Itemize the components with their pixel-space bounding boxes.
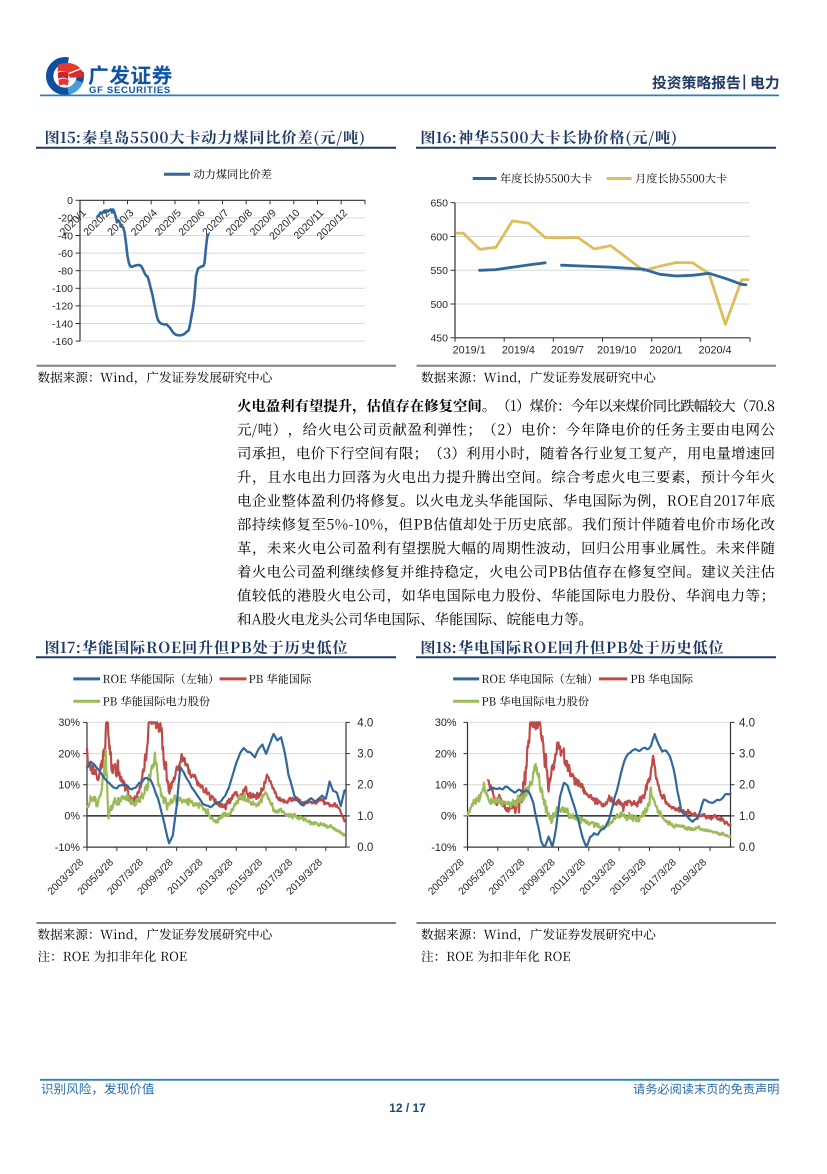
svg-text:-80: -80 bbox=[58, 266, 73, 278]
svg-text:500: 500 bbox=[430, 299, 448, 311]
svg-text:2019/10: 2019/10 bbox=[597, 344, 636, 356]
svg-text:600: 600 bbox=[430, 231, 448, 243]
svg-text:550: 550 bbox=[430, 265, 448, 277]
svg-text:2019/7: 2019/7 bbox=[551, 344, 584, 356]
svg-text:2019/4: 2019/4 bbox=[502, 344, 535, 356]
svg-text:0.0: 0.0 bbox=[739, 842, 755, 854]
svg-text:2.0: 2.0 bbox=[739, 780, 755, 792]
svg-text:-10%: -10% bbox=[55, 842, 81, 854]
svg-text:-120: -120 bbox=[52, 301, 73, 313]
svg-text:GF SECURITIES: GF SECURITIES bbox=[89, 85, 171, 96]
svg-text:-100: -100 bbox=[52, 283, 73, 295]
svg-text:-140: -140 bbox=[52, 318, 73, 330]
svg-text:450: 450 bbox=[430, 333, 448, 345]
svg-text:10%: 10% bbox=[58, 780, 80, 792]
svg-text:3.0: 3.0 bbox=[357, 749, 373, 761]
svg-text:1.0: 1.0 bbox=[739, 811, 755, 823]
svg-text:2.0: 2.0 bbox=[357, 780, 373, 792]
svg-text:12 / 17: 12 / 17 bbox=[389, 1101, 426, 1115]
svg-text:4.0: 4.0 bbox=[357, 717, 373, 729]
svg-text:650: 650 bbox=[430, 198, 448, 210]
svg-text:-20: -20 bbox=[58, 213, 73, 225]
svg-text:10%: 10% bbox=[435, 780, 457, 792]
svg-text:2019/1: 2019/1 bbox=[453, 344, 486, 356]
svg-text:0%: 0% bbox=[64, 811, 80, 823]
svg-text:-40: -40 bbox=[58, 230, 73, 242]
svg-text:30%: 30% bbox=[435, 717, 457, 729]
svg-text:4.0: 4.0 bbox=[739, 717, 755, 729]
svg-text:0%: 0% bbox=[441, 811, 457, 823]
svg-text:-10%: -10% bbox=[431, 842, 457, 854]
svg-text:1.0: 1.0 bbox=[357, 811, 373, 823]
svg-text:0: 0 bbox=[67, 195, 73, 207]
svg-text:0.0: 0.0 bbox=[357, 842, 373, 854]
svg-text:2020/1: 2020/1 bbox=[649, 344, 682, 356]
svg-text:-160: -160 bbox=[52, 336, 73, 348]
svg-text:-60: -60 bbox=[58, 248, 73, 260]
svg-text:20%: 20% bbox=[435, 748, 457, 760]
svg-text:3.0: 3.0 bbox=[739, 749, 755, 761]
svg-text:30%: 30% bbox=[58, 717, 80, 729]
svg-text:2020/4: 2020/4 bbox=[698, 344, 731, 356]
svg-text:20%: 20% bbox=[58, 748, 80, 760]
